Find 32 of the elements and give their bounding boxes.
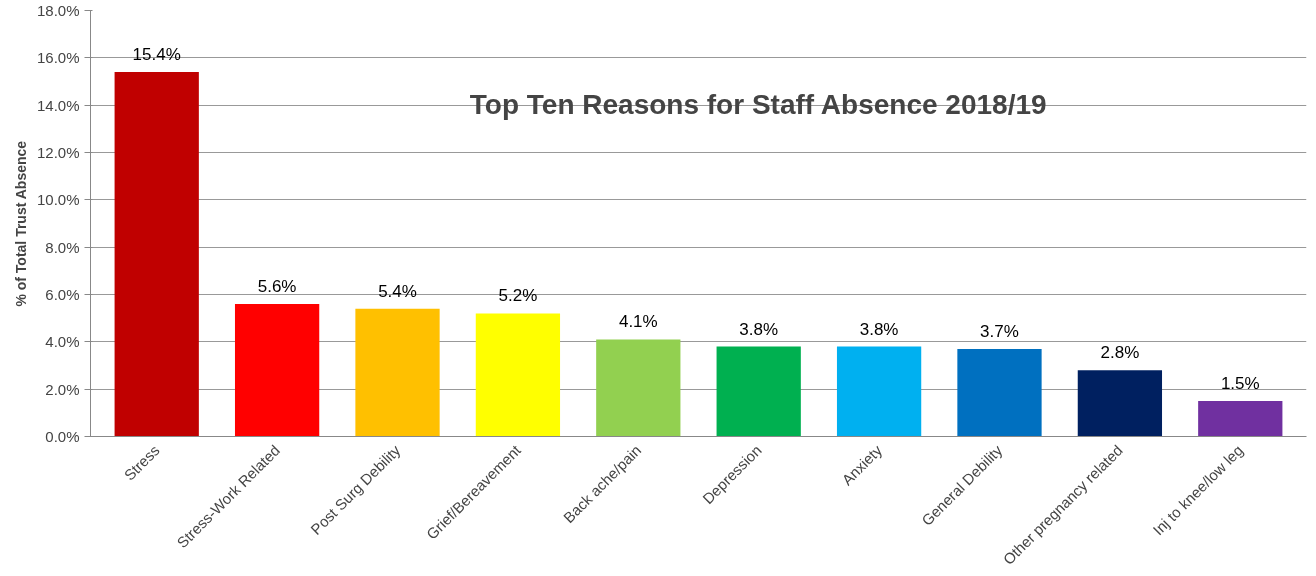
y-tick-label: 0.0% <box>45 428 80 445</box>
bar <box>836 346 922 437</box>
bar <box>475 313 561 437</box>
y-tick-label: 2.0% <box>45 380 80 398</box>
y-tick-label: 18.0% <box>36 2 80 19</box>
y-tick-label: 4.0% <box>45 333 80 351</box>
data-label: 3.8% <box>859 319 899 339</box>
data-label: 1.5% <box>1220 374 1260 393</box>
bar <box>355 308 440 437</box>
bar <box>1198 401 1283 437</box>
data-label: 4.1% <box>618 312 658 332</box>
y-tick-label: 14.0% <box>36 96 80 114</box>
y-tick-label: 10.0% <box>36 191 80 209</box>
y-axis-title: % of Total Trust Absence <box>12 140 29 307</box>
data-label: 3.8% <box>739 319 779 339</box>
bar <box>114 72 199 437</box>
bar <box>234 303 320 437</box>
data-label: 15.4% <box>132 45 181 65</box>
bar <box>596 339 681 437</box>
text: Top Ten Reasons for Staff Absence 2018/19 <box>469 88 1047 120</box>
data-label: 3.7% <box>980 321 1019 341</box>
data-label: 2.8% <box>1100 343 1140 363</box>
y-tick-label: 16.0% <box>36 49 80 67</box>
bar <box>716 346 801 437</box>
y-tick-label: 12.0% <box>36 144 80 161</box>
data-label: 5.2% <box>498 286 538 306</box>
y-tick-label: 8.0% <box>45 238 80 256</box>
data-label: 5.4% <box>378 281 417 301</box>
data-label: 5.6% <box>257 276 297 296</box>
bar <box>957 348 1042 437</box>
y-tick-label: 6.0% <box>45 286 80 303</box>
bar <box>1077 370 1163 437</box>
